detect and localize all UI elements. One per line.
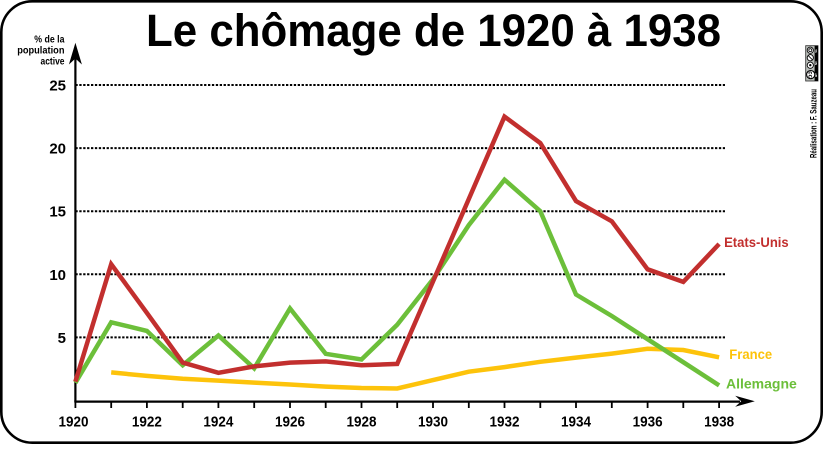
svg-text:SA: SA — [814, 49, 818, 53]
svg-text:1926: 1926 — [275, 414, 305, 431]
svg-text:15: 15 — [49, 204, 66, 221]
svg-text:10: 10 — [49, 267, 66, 284]
svg-text:population: population — [17, 45, 64, 57]
svg-text:5: 5 — [58, 330, 66, 347]
svg-text:Le chômage de 1920 à 1938: Le chômage de 1920 à 1938 — [146, 5, 721, 56]
svg-text:Réalisation : F. Sauzeau: Réalisation : F. Sauzeau — [809, 89, 819, 158]
svg-text:Allemagne: Allemagne — [726, 375, 797, 391]
svg-text:1930: 1930 — [418, 414, 448, 431]
svg-text:1924: 1924 — [203, 414, 234, 431]
svg-text:1928: 1928 — [347, 414, 377, 431]
svg-text:% de la: % de la — [34, 34, 64, 46]
svg-text:NC: NC — [814, 61, 818, 65]
svg-text:1934: 1934 — [561, 414, 592, 431]
svg-text:Etats-Unis: Etats-Unis — [724, 234, 789, 250]
svg-text:France: France — [729, 346, 772, 362]
svg-text:25: 25 — [49, 78, 66, 95]
svg-text:1936: 1936 — [633, 414, 663, 431]
svg-text:20: 20 — [49, 141, 66, 158]
svg-text:BY: BY — [814, 73, 818, 77]
svg-text:1932: 1932 — [490, 414, 520, 431]
svg-text:1922: 1922 — [132, 414, 162, 431]
svg-text:1920: 1920 — [59, 414, 89, 431]
svg-text:cc: cc — [807, 71, 813, 78]
svg-text:active: active — [41, 56, 65, 68]
svg-text:1938: 1938 — [704, 414, 734, 431]
